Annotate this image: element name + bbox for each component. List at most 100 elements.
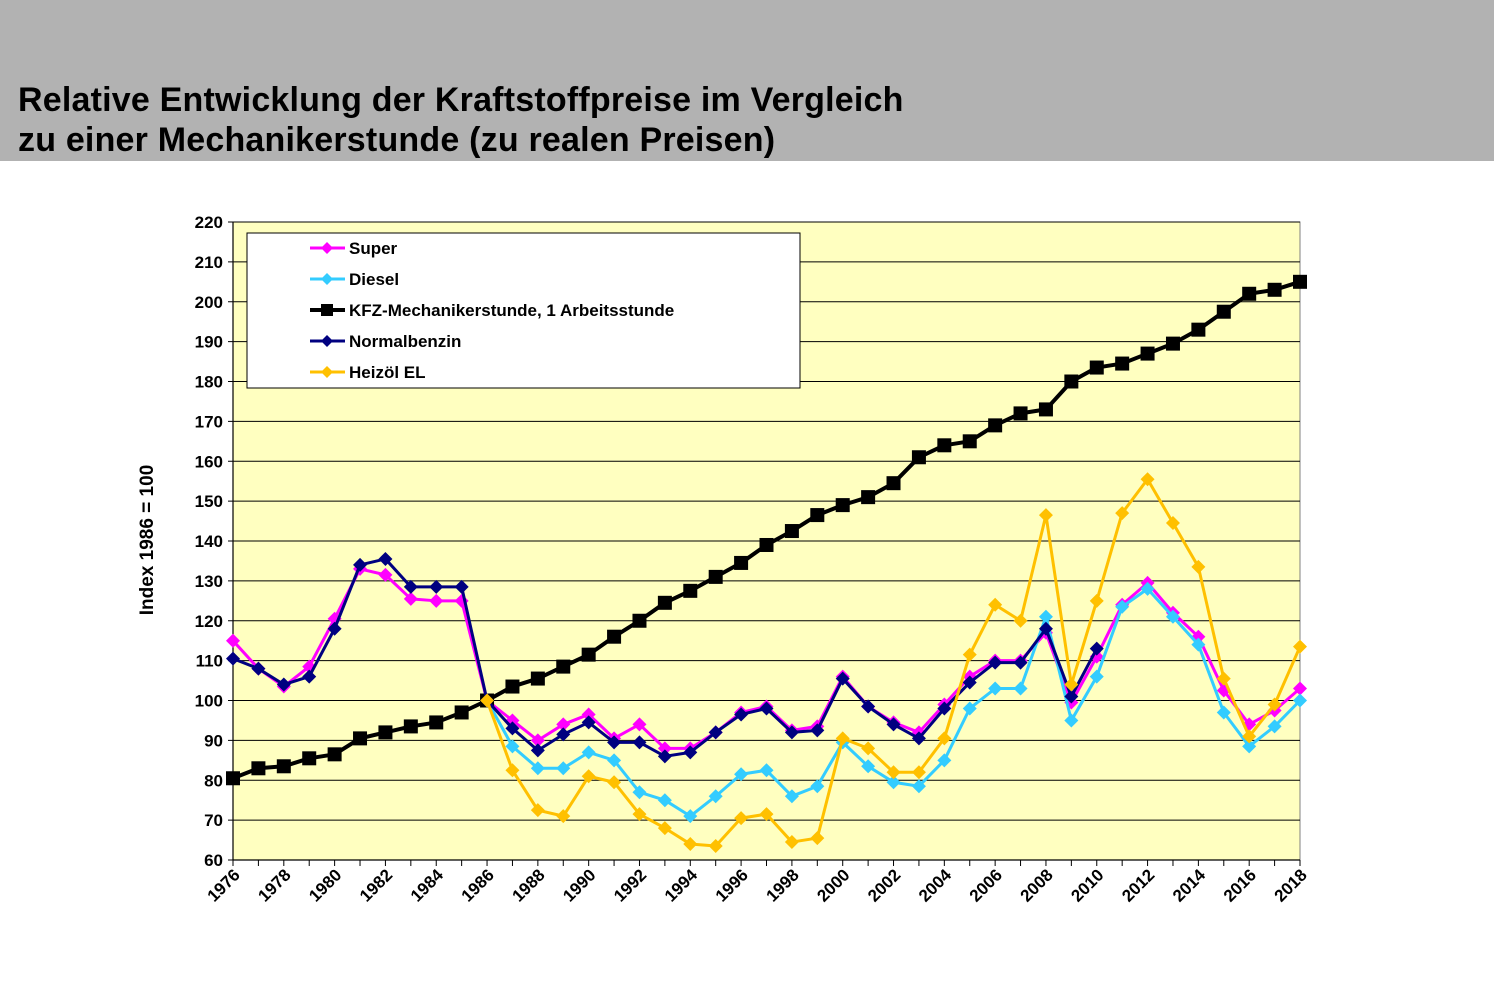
data-point-normalbenzin-2006 (988, 655, 1003, 670)
data-point-normalbenzin-2007 (1013, 655, 1028, 670)
data-point-diesel-2004 (937, 753, 952, 768)
data-point-heizoel-el-2000 (835, 731, 850, 746)
x-tick-label-2004: 2004 (915, 865, 956, 906)
x-tick-label-1976: 1976 (204, 865, 244, 905)
data-point-kfz-mechanikerstunde-1-arbeitsstunde-2016 (1242, 286, 1257, 301)
y-tick-label-190: 190 (195, 333, 223, 352)
data-point-kfz-mechanikerstunde-1-arbeitsstunde-1998 (784, 524, 799, 539)
data-point-super-1989 (556, 717, 571, 732)
y-tick-label-120: 120 (195, 612, 223, 631)
legend-label: Normalbenzin (349, 332, 461, 351)
data-point-normalbenzin-1991 (607, 735, 622, 750)
data-point-kfz-mechanikerstunde-1-arbeitsstunde-1979 (302, 751, 317, 766)
data-point-kfz-mechanikerstunde-1-arbeitsstunde-1997 (759, 537, 774, 552)
y-tick-label-150: 150 (195, 492, 223, 511)
data-point-super-1988 (530, 733, 545, 748)
x-tick-label-2012: 2012 (1118, 865, 1158, 905)
legend-item-normalbenzin: Normalbenzin (310, 332, 461, 351)
legend-swatch-marker (321, 304, 333, 316)
data-point-kfz-mechanikerstunde-1-arbeitsstunde-1988 (530, 671, 545, 686)
legend-item-heizoel-el: Heizöl EL (310, 363, 426, 382)
data-point-diesel-2017 (1267, 719, 1282, 734)
data-point-normalbenzin-2003 (911, 731, 926, 746)
data-point-super-1990 (581, 707, 596, 722)
y-tick-label-160: 160 (195, 452, 223, 471)
data-point-kfz-mechanikerstunde-1-arbeitsstunde-1989 (556, 659, 571, 674)
data-point-normalbenzin-1999 (810, 723, 825, 738)
y-tick-label-170: 170 (195, 412, 223, 431)
data-point-normalbenzin-2002 (886, 717, 901, 732)
data-point-heizoel-el-1999 (810, 831, 825, 846)
data-point-diesel-2007 (1013, 681, 1028, 696)
data-point-heizoel-el-2007 (1013, 613, 1028, 628)
data-point-diesel-1995 (708, 789, 723, 804)
data-point-heizoel-el-2011 (1115, 506, 1130, 521)
data-point-diesel-2018 (1293, 693, 1307, 708)
data-point-kfz-mechanikerstunde-1-arbeitsstunde-2018 (1293, 274, 1307, 289)
data-point-super-1992 (632, 717, 647, 732)
y-tick-label-220: 220 (195, 213, 223, 232)
data-point-heizoel-el-1987 (505, 763, 520, 778)
data-point-super-2018 (1293, 681, 1307, 696)
data-point-kfz-mechanikerstunde-1-arbeitsstunde-1984 (429, 715, 444, 730)
data-point-normalbenzin-1996 (734, 707, 749, 722)
data-point-diesel-2012 (1140, 581, 1155, 596)
data-point-diesel-1998 (784, 789, 799, 804)
data-point-normalbenzin-1976 (226, 651, 240, 666)
data-point-kfz-mechanikerstunde-1-arbeitsstunde-1976 (226, 771, 240, 786)
data-point-kfz-mechanikerstunde-1-arbeitsstunde-1983 (403, 719, 418, 734)
data-point-kfz-mechanikerstunde-1-arbeitsstunde-1977 (251, 761, 266, 776)
data-point-heizoel-el-2010 (1089, 593, 1104, 608)
x-tick-label-2008: 2008 (1017, 865, 1057, 905)
data-point-diesel-1989 (556, 761, 571, 776)
data-point-kfz-mechanikerstunde-1-arbeitsstunde-2014 (1191, 322, 1206, 337)
data-point-kfz-mechanikerstunde-1-arbeitsstunde-2000 (835, 498, 850, 513)
data-point-diesel-1991 (607, 753, 622, 768)
data-point-kfz-mechanikerstunde-1-arbeitsstunde-1981 (353, 731, 368, 746)
legend-label: Diesel (349, 270, 399, 289)
y-axis-ticks: 60 70 80 90 100 110 120 130 140 150 160 170 180 190 20… (195, 213, 233, 870)
data-point-heizoel-el-2014 (1191, 559, 1206, 574)
data-point-kfz-mechanikerstunde-1-arbeitsstunde-2004 (937, 438, 952, 453)
data-point-diesel-2009 (1064, 713, 1079, 728)
legend-item-kfz-mechanikerstunde-1-arbeitsstunde: KFZ-Mechanikerstunde, 1 Arbeitsstunde (310, 301, 674, 320)
data-point-normalbenzin-2010 (1089, 641, 1104, 656)
x-tick-label-1992: 1992 (610, 865, 650, 905)
data-point-heizoel-el-2008 (1038, 508, 1053, 523)
data-point-heizoel-el-2001 (861, 741, 876, 756)
data-point-heizoel-el-2017 (1267, 697, 1282, 712)
data-point-heizoel-el-2012 (1140, 472, 1155, 487)
data-point-super-1983 (403, 591, 418, 606)
legend-label: Heizöl EL (349, 363, 426, 382)
x-axis-ticks: 1976 1978 1980 1982 1984 1986 1988 1990 1992 1994… (204, 860, 1311, 906)
y-tick-label-90: 90 (204, 731, 223, 750)
data-point-diesel-1993 (657, 793, 672, 808)
x-tick-label-1980: 1980 (305, 865, 345, 905)
data-point-diesel-1996 (734, 767, 749, 782)
data-point-normalbenzin-1990 (581, 715, 596, 730)
legend-label: KFZ-Mechanikerstunde, 1 Arbeitsstunde (349, 301, 674, 320)
data-point-kfz-mechanikerstunde-1-arbeitsstunde-2008 (1038, 402, 1053, 417)
data-point-normalbenzin-1997 (759, 701, 774, 716)
legend-label: Super (349, 239, 398, 258)
legend-swatch-marker (321, 335, 333, 347)
y-tick-label-100: 100 (195, 692, 223, 711)
data-point-normalbenzin-1978 (276, 677, 291, 692)
data-point-heizoel-el-1986 (480, 693, 495, 708)
data-point-kfz-mechanikerstunde-1-arbeitsstunde-1996 (734, 555, 749, 570)
data-point-diesel-2011 (1115, 599, 1130, 614)
data-point-super-1984 (429, 593, 444, 608)
data-point-heizoel-el-2005 (962, 647, 977, 662)
data-point-kfz-mechanikerstunde-1-arbeitsstunde-2003 (911, 450, 926, 465)
data-point-kfz-mechanikerstunde-1-arbeitsstunde-1980 (327, 747, 342, 762)
data-point-heizoel-el-2018 (1293, 639, 1307, 654)
series-diesel (480, 581, 1307, 824)
x-tick-label-2016: 2016 (1220, 865, 1260, 905)
data-point-kfz-mechanikerstunde-1-arbeitsstunde-2009 (1064, 374, 1079, 389)
data-point-normalbenzin-1988 (530, 743, 545, 758)
data-point-heizoel-el-2016 (1242, 729, 1257, 744)
data-point-normalbenzin-2000 (835, 671, 850, 686)
x-tick-label-1978: 1978 (254, 865, 294, 905)
data-point-kfz-mechanikerstunde-1-arbeitsstunde-1991 (607, 629, 622, 644)
